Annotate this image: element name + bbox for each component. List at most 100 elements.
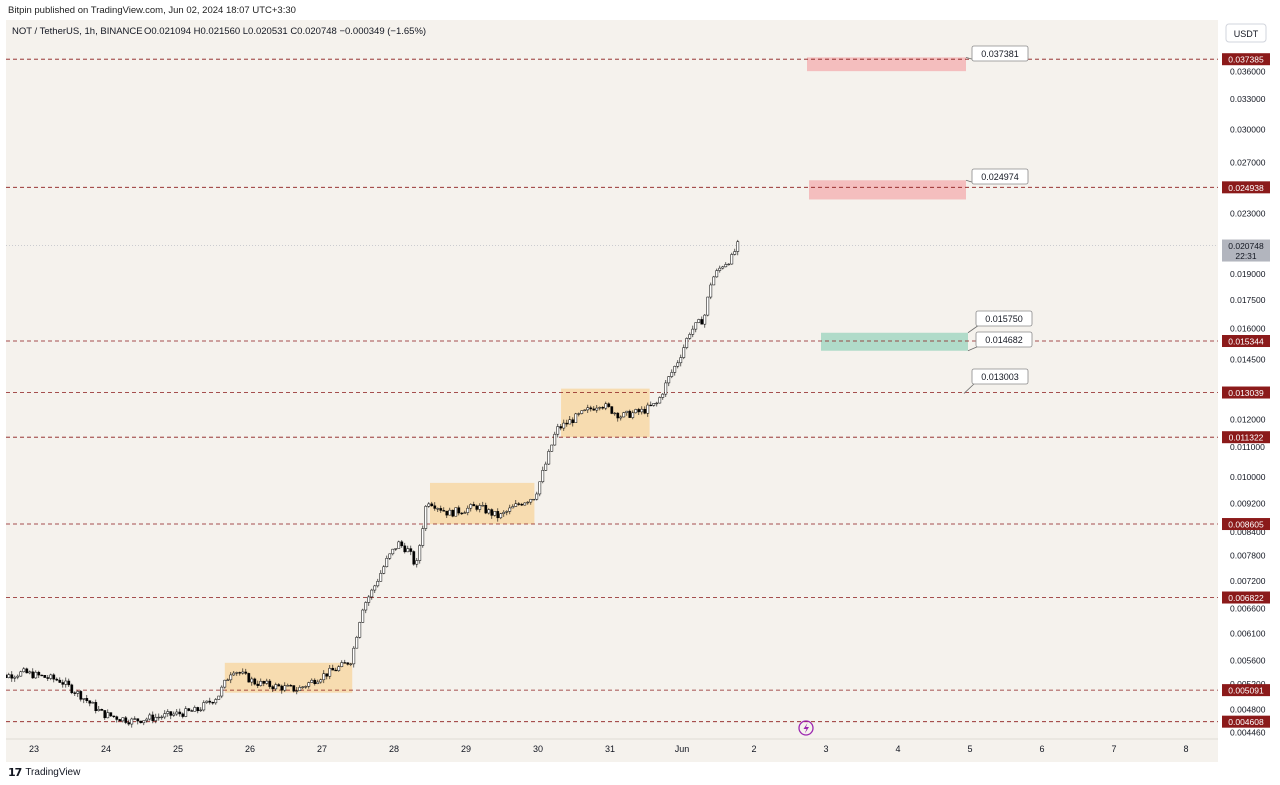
candle-body xyxy=(241,671,245,674)
candle-body xyxy=(310,679,314,683)
level-badge-label: 0.008605 xyxy=(1228,520,1264,530)
x-tick-label: 6 xyxy=(1039,744,1044,754)
candle-body xyxy=(574,413,578,423)
candle-body xyxy=(442,510,446,512)
candle-body xyxy=(34,671,38,679)
candle-body xyxy=(499,513,503,519)
candle-body xyxy=(211,702,215,704)
callout-box[interactable] xyxy=(975,310,1033,327)
currency-button[interactable]: USDT xyxy=(1225,23,1267,43)
candle-body xyxy=(142,720,146,724)
candle-body xyxy=(646,404,650,414)
level-badge-label: 0.015344 xyxy=(1228,337,1264,347)
candle-body xyxy=(649,404,653,407)
y-tick-label: 0.016000 xyxy=(1230,323,1266,333)
candle-body xyxy=(640,408,644,413)
consolidation-box xyxy=(224,662,353,693)
callouts-layer: 0.037381 0.024974 0.015750 0.014682 0.013003 xyxy=(963,45,1033,394)
candle-body xyxy=(106,712,110,719)
candle-body xyxy=(286,685,290,687)
candle-body xyxy=(136,718,140,722)
x-tick-label: 8 xyxy=(1183,744,1188,754)
candle-body xyxy=(697,319,701,323)
x-tick-label: 28 xyxy=(389,744,399,754)
candle-body xyxy=(25,668,29,674)
candle-body xyxy=(598,407,602,409)
candle-body xyxy=(694,322,698,330)
candle-body xyxy=(469,504,473,509)
callout-box[interactable] xyxy=(971,368,1029,385)
candle-body xyxy=(208,700,212,703)
candle-body xyxy=(289,685,293,687)
candle-body xyxy=(277,684,281,687)
candle-body xyxy=(349,663,353,665)
candle-body xyxy=(544,463,548,471)
candle-body xyxy=(601,407,605,409)
candle-body xyxy=(532,498,536,501)
lightning-icon[interactable] xyxy=(798,720,814,736)
candle-body xyxy=(391,548,395,555)
candle-body xyxy=(157,716,161,719)
candle-body xyxy=(238,672,242,674)
candle-body xyxy=(364,602,368,611)
candle-body xyxy=(580,410,584,414)
candle-body xyxy=(730,254,734,265)
level-badge xyxy=(1222,53,1270,66)
candle-body xyxy=(460,512,464,515)
x-tick-label: 7 xyxy=(1111,744,1116,754)
callout-box[interactable] xyxy=(971,168,1029,185)
candle-body xyxy=(319,679,323,683)
candle-body xyxy=(70,684,74,694)
candle-body xyxy=(328,667,332,677)
candle-body xyxy=(316,681,320,684)
candle-body xyxy=(670,372,674,377)
chart-container[interactable]: 0.037381 0.024974 0.015750 0.014682 0.013003… xyxy=(0,20,1274,762)
candle-body xyxy=(88,700,92,704)
candle-body xyxy=(55,678,59,681)
candle-body xyxy=(271,686,275,690)
candle-body xyxy=(625,410,629,413)
candle-body xyxy=(484,505,488,514)
x-tick-label: 3 xyxy=(823,744,828,754)
candle-body xyxy=(496,511,500,519)
callout-box[interactable] xyxy=(975,331,1033,348)
candle-body xyxy=(334,669,338,672)
candle-body xyxy=(253,678,257,685)
y-tick-label: 0.010000 xyxy=(1230,472,1266,482)
time-axis[interactable]: 23 24 25 26 27 28 29 30 31 Jun 2 3 4 5 6 7 8 xyxy=(29,744,1189,754)
candle-body xyxy=(385,557,389,568)
candle-body xyxy=(373,585,377,591)
callout-box[interactable] xyxy=(971,45,1029,62)
candle-body xyxy=(436,508,440,510)
candle-body xyxy=(547,451,551,465)
candle-body xyxy=(190,710,194,712)
level-badge xyxy=(1222,386,1270,399)
level-badge-label: 0.013039 xyxy=(1228,388,1264,398)
callout-pointer xyxy=(963,382,976,394)
candle-body xyxy=(232,672,236,676)
candle-body xyxy=(634,409,638,414)
candle-body xyxy=(217,695,221,700)
candle-body xyxy=(94,702,98,711)
candle-body xyxy=(682,347,686,358)
candle-body xyxy=(688,334,692,339)
tradingview-brand[interactable]: 𝟭𝟳 TradingView xyxy=(8,766,80,779)
candle-body xyxy=(346,662,350,665)
candle-body xyxy=(673,366,677,373)
candle-body xyxy=(247,673,251,683)
candle-body xyxy=(622,412,626,418)
candle-body xyxy=(526,501,530,504)
candle-body xyxy=(49,674,53,679)
candle-body xyxy=(352,647,356,665)
candle-body xyxy=(322,673,326,681)
level-badge xyxy=(1222,715,1270,728)
candle-body xyxy=(505,511,509,513)
candle-body xyxy=(415,560,419,565)
brand-label: TradingView xyxy=(25,767,81,778)
candlestick-chart[interactable]: 0.037381 0.024974 0.015750 0.014682 0.013003… xyxy=(0,20,1274,762)
candle-body xyxy=(283,685,287,691)
x-tick-label: 30 xyxy=(533,744,543,754)
candle-body xyxy=(151,714,155,721)
candle-body xyxy=(733,251,737,255)
callout-label: 0.013003 xyxy=(981,372,1019,382)
